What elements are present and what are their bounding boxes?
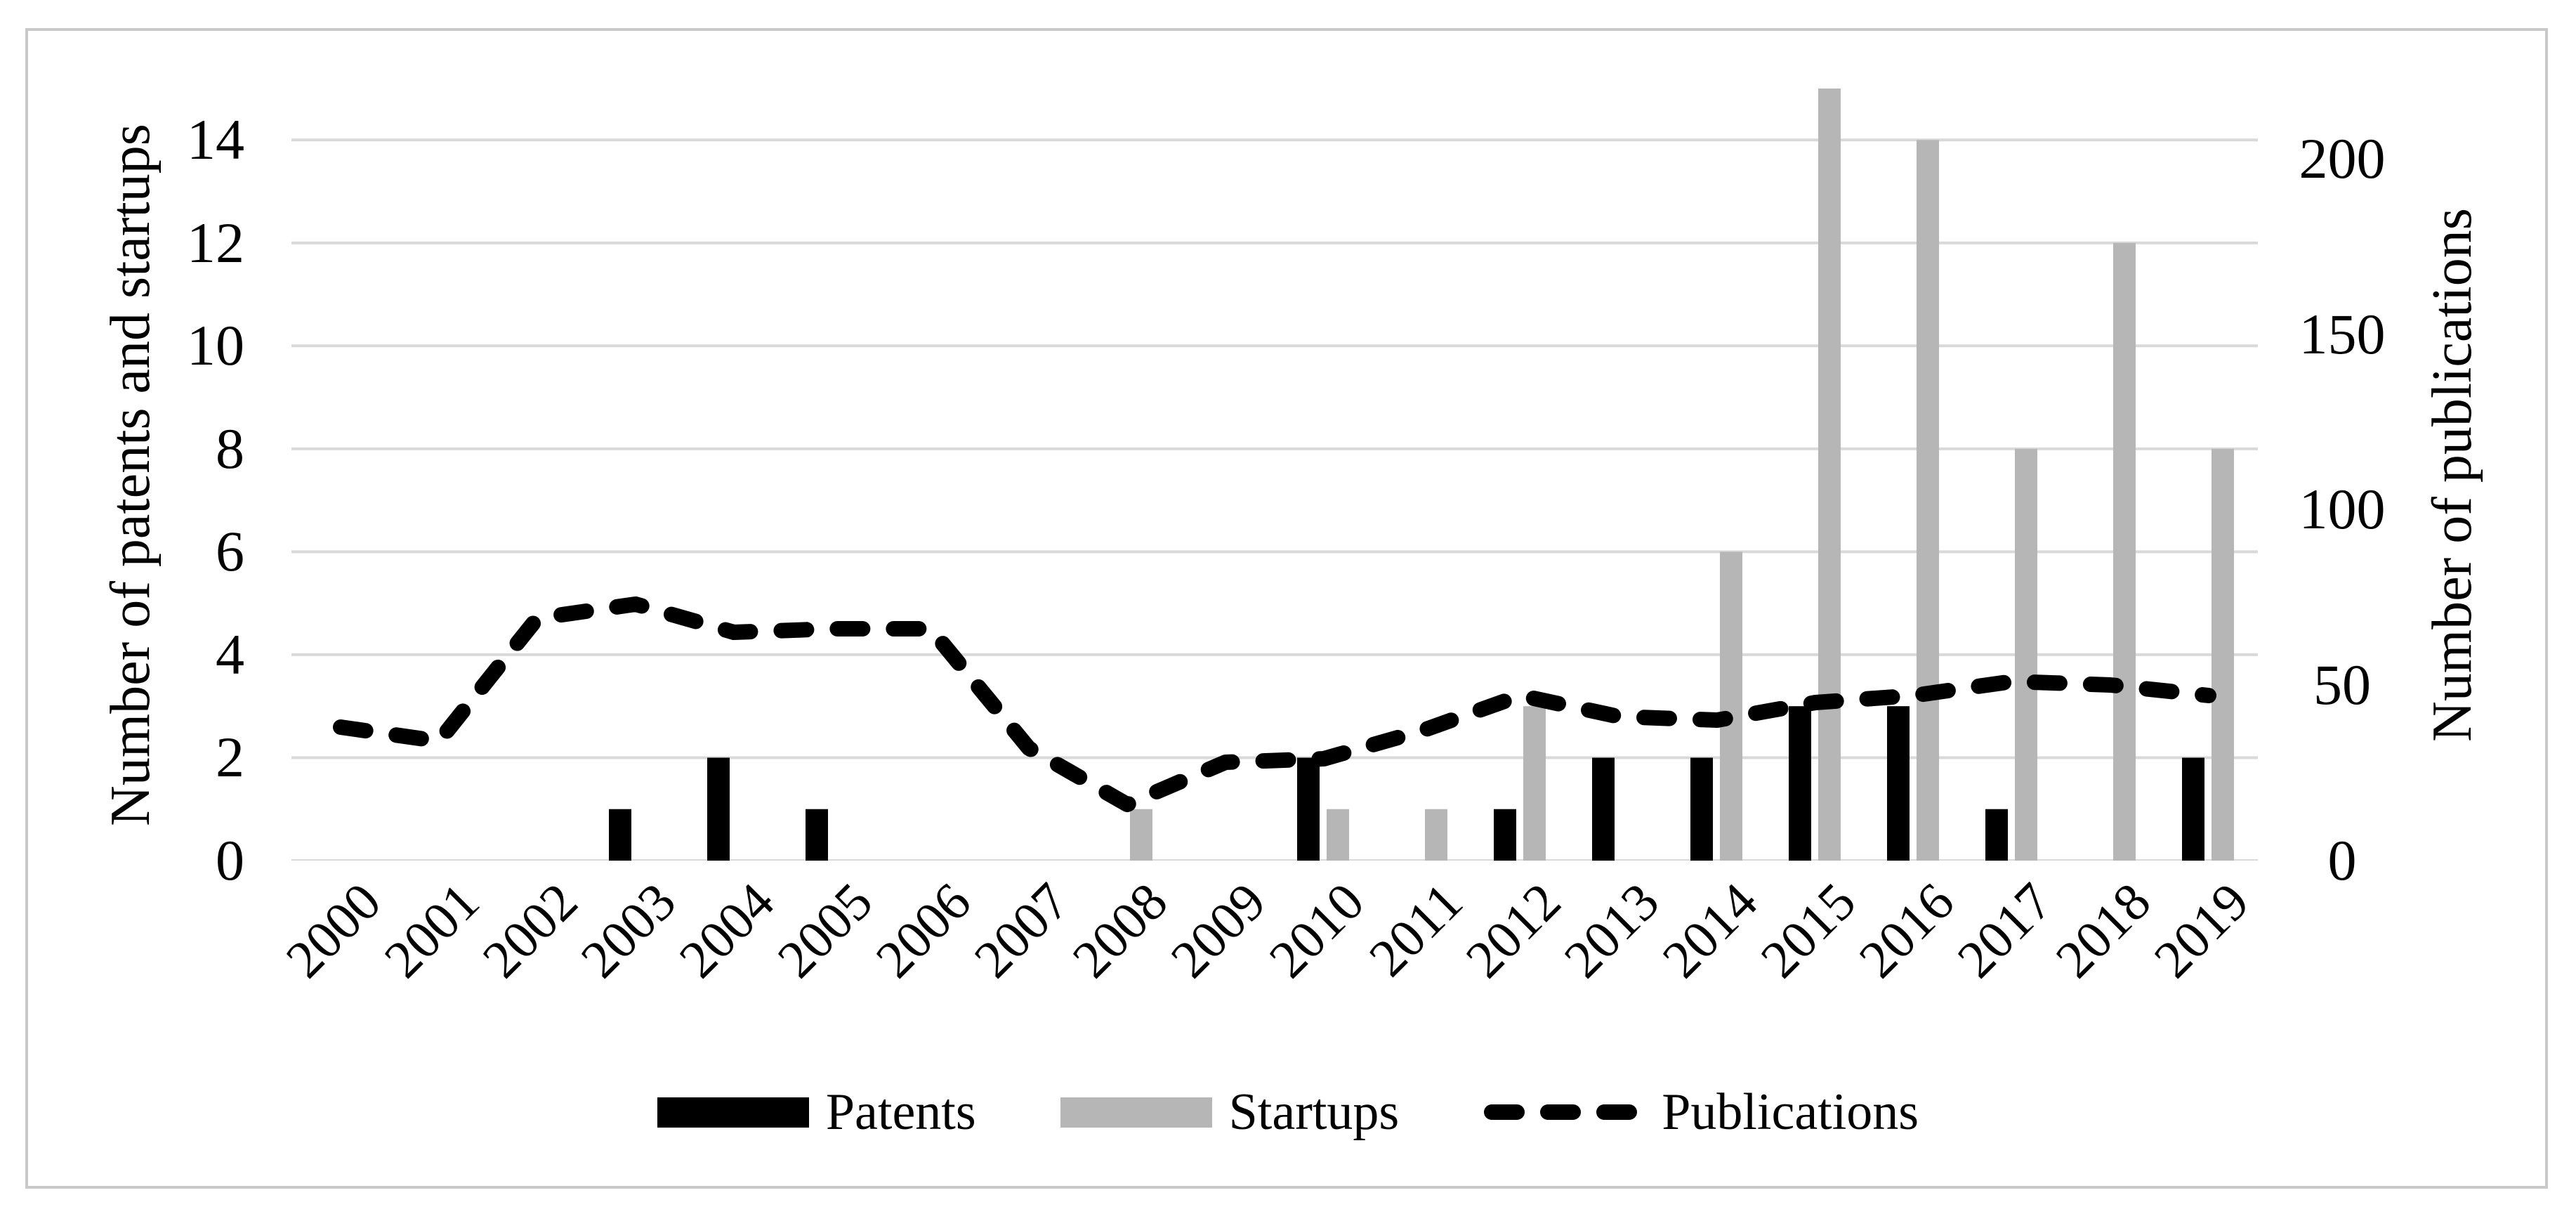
bar-startups-2014	[1720, 551, 1742, 861]
bar-patents-2017	[1985, 809, 2008, 861]
bar-patents-2016	[1887, 706, 1910, 861]
patents-swatch	[657, 1097, 809, 1128]
bar-startups-2019	[2212, 448, 2234, 861]
figure-border	[25, 28, 2548, 1189]
left-axis-tick-0: 0	[216, 828, 244, 892]
bar-startups-2017	[2015, 448, 2037, 861]
bar-patents-2019	[2182, 757, 2204, 861]
publications-line	[333, 596, 2216, 812]
right-axis-tick-0: 0	[2327, 828, 2357, 892]
right-axis-tick-150: 150	[2299, 301, 2386, 366]
bar-startups-2015	[1818, 89, 1841, 861]
legend: Patents Startups Publications	[0, 1081, 2576, 1144]
left-axis-tick-8: 8	[216, 416, 244, 481]
bar-patents-2003	[609, 809, 631, 861]
right-axis-tick-200: 200	[2299, 126, 2386, 190]
left-axis-tick-4: 4	[216, 622, 244, 686]
legend-label-patents: Patents	[825, 1083, 976, 1141]
bar-startups-2012	[1523, 706, 1546, 861]
bar-startups-2016	[1917, 140, 1939, 861]
right-axis-tick-100: 100	[2299, 477, 2386, 542]
legend-label-publications: Publications	[1662, 1083, 1919, 1141]
bar-startups-2018	[2113, 242, 2136, 861]
right-axis-title: Number of publications	[2421, 208, 2483, 742]
bar-patents-2005	[806, 809, 828, 861]
plot-svg	[291, 89, 2258, 861]
legend-item-startups: Startups	[1060, 1081, 1400, 1144]
left-axis-tick-6: 6	[216, 519, 244, 584]
legend-label-startups: Startups	[1228, 1083, 1400, 1141]
bar-patents-2015	[1789, 706, 1811, 861]
left-axis-tick-12: 12	[187, 210, 244, 275]
bar-patents-2010	[1297, 757, 1320, 861]
bar-startups-2008	[1130, 809, 1152, 861]
bar-patents-2014	[1690, 757, 1713, 861]
startups-swatch	[1060, 1097, 1212, 1128]
left-axis-tick-14: 14	[187, 107, 244, 172]
left-axis-tick-2: 2	[216, 725, 244, 790]
left-axis-tick-10: 10	[187, 313, 244, 378]
bar-patents-2004	[707, 757, 730, 861]
bar-patents-2012	[1494, 809, 1516, 861]
legend-item-publications: Publications	[1483, 1081, 1919, 1144]
legend-item-patents: Patents	[657, 1081, 976, 1144]
bar-startups-2010	[1327, 809, 1349, 861]
bar-patents-2013	[1592, 757, 1615, 861]
publications-dash-icon	[1484, 1104, 1645, 1120]
bar-startups-2011	[1425, 809, 1447, 861]
x-axis-label-2019: 2019	[2143, 872, 2261, 989]
right-axis-tick-50: 50	[2313, 653, 2371, 717]
